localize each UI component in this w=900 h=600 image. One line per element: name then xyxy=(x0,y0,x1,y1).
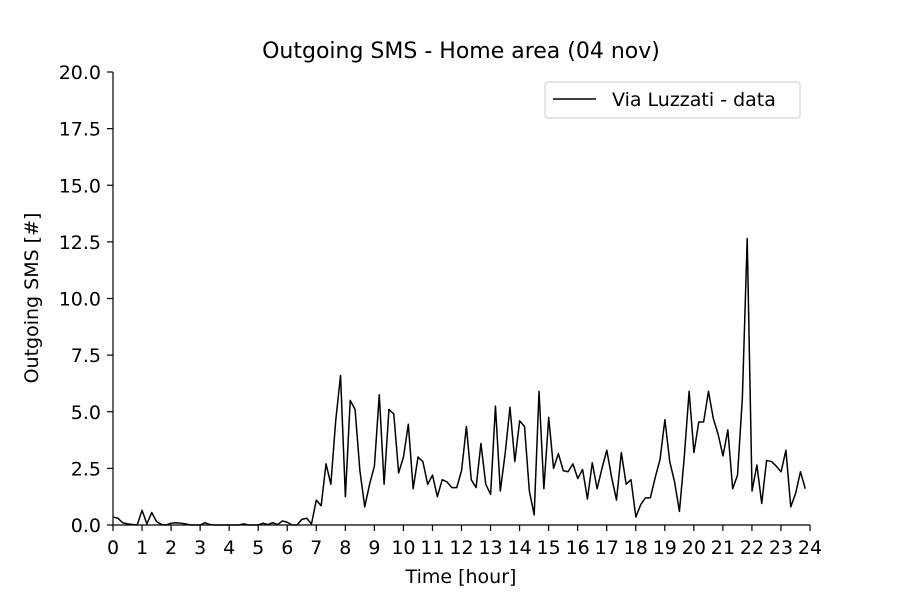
x-tick-label: 19 xyxy=(653,537,677,559)
x-tick-label: 0 xyxy=(107,537,119,559)
x-tick-label: 4 xyxy=(223,537,235,559)
x-tick-label: 17 xyxy=(595,537,619,559)
x-tick-label: 6 xyxy=(281,537,293,559)
x-tick-label: 15 xyxy=(537,537,561,559)
x-tick-label: 9 xyxy=(368,537,380,559)
x-axis-label: Time [hour] xyxy=(405,566,517,588)
y-tick-label: 0.0 xyxy=(71,515,101,537)
x-tick-label: 13 xyxy=(478,537,502,559)
y-ticks: 0.0 2.5 5.0 7.5 10.0 12.5 15.0 17.5 20.0 xyxy=(59,62,113,537)
x-tick-label: 2 xyxy=(165,537,177,559)
x-tick-label: 24 xyxy=(798,537,822,559)
x-tick-label: 3 xyxy=(194,537,206,559)
y-tick-label: 20.0 xyxy=(59,62,101,84)
x-tick-label: 21 xyxy=(711,537,735,559)
series-layer xyxy=(112,237,807,526)
y-tick-label: 2.5 xyxy=(71,458,101,480)
y-axis-label: Outgoing SMS [#] xyxy=(21,213,43,384)
x-tick-label: 23 xyxy=(769,537,793,559)
x-tick-label: 20 xyxy=(682,537,706,559)
x-tick-label: 11 xyxy=(420,537,444,559)
x-tick-label: 18 xyxy=(624,537,648,559)
y-tick-label: 5.0 xyxy=(71,402,101,424)
legend: Via Luzzati - data xyxy=(544,81,801,119)
y-tick-label: 7.5 xyxy=(71,345,101,367)
y-tick-label: 15.0 xyxy=(59,175,101,197)
x-tick-label: 12 xyxy=(449,537,473,559)
x-tick-label: 1 xyxy=(136,537,148,559)
y-tick-label: 12.5 xyxy=(59,232,101,254)
x-tick-label: 16 xyxy=(566,537,590,559)
chart-title: Outgoing SMS - Home area (04 nov) xyxy=(262,39,660,64)
legend-box xyxy=(544,81,801,119)
y-tick-label: 17.5 xyxy=(59,119,101,141)
x-tick-label: 22 xyxy=(740,537,764,559)
x-tick-label: 5 xyxy=(252,537,264,559)
y-tick-label: 10.0 xyxy=(59,289,101,311)
series-line-0 xyxy=(112,237,807,526)
legend-label: Via Luzzati - data xyxy=(612,89,776,111)
x-ticks: 0 1 2 3 4 5 6 7 8 9 10 11 12 13 14 15 16 17 18 19 20 21 22 23 24 xyxy=(107,525,822,559)
x-tick-label: 7 xyxy=(310,537,322,559)
x-tick-label: 14 xyxy=(507,537,531,559)
x-tick-label: 10 xyxy=(391,537,415,559)
x-tick-label: 8 xyxy=(339,537,351,559)
